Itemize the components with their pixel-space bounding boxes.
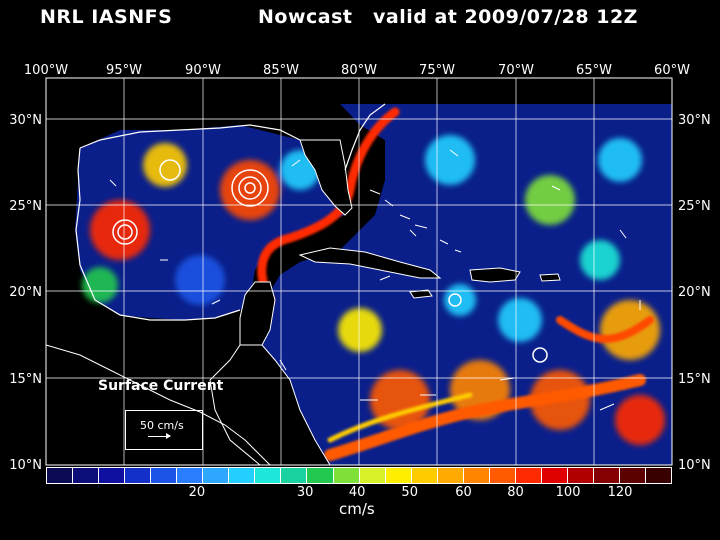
lat-label: 15°N — [678, 372, 711, 387]
current-vectors — [109, 149, 641, 411]
colorbar-cell — [151, 468, 178, 483]
lon-label: 95°W — [106, 63, 142, 78]
colorbar-cell — [515, 468, 542, 483]
map-title: NRL IASNFS Nowcast valid at 2009/07/28 1… — [0, 6, 720, 36]
colorbar-cell — [203, 468, 230, 483]
lon-label: 65°W — [576, 63, 612, 78]
colorbar-cell — [463, 468, 490, 483]
lat-label: 15°N — [9, 372, 42, 387]
lat-label: 25°N — [9, 199, 42, 214]
lat-label: 25°N — [678, 199, 711, 214]
colorbar-cell — [593, 468, 621, 483]
florida — [299, 139, 353, 216]
lat-label: 20°N — [9, 285, 42, 300]
mexico-coast — [75, 147, 241, 321]
map-frame — [45, 77, 673, 466]
colorbar-cell — [73, 468, 100, 483]
colorbar-cell — [99, 468, 126, 483]
colorbar-cell — [255, 468, 282, 483]
lat-label: 30°N — [9, 113, 42, 128]
colorbar-tick-label: 120 — [607, 485, 633, 500]
colorbar — [46, 467, 672, 484]
colorbar-cell — [385, 468, 412, 483]
colorbar-unit: cm/s — [339, 500, 375, 518]
lon-label: 100°W — [24, 63, 68, 78]
lon-label: 60°W — [654, 63, 690, 78]
colorbar-tick-label: 100 — [555, 485, 581, 500]
eddy-rings — [112, 159, 548, 363]
colorbar-cell — [646, 468, 672, 483]
colorbar-tick-label: 80 — [507, 485, 524, 500]
lat-lon-grid — [46, 78, 672, 465]
lat-label: 30°N — [678, 113, 711, 128]
latitude-labels-right: 30°N 25°N 20°N 15°N 10°N — [678, 113, 711, 473]
lon-label: 85°W — [263, 63, 299, 78]
colorbar-cell — [177, 468, 204, 483]
lon-label: 80°W — [341, 63, 377, 78]
colorbar-labels: 20 30 40 50 60 80 100 120 — [46, 485, 672, 503]
colorbar-cell — [333, 468, 360, 483]
reference-arrow-icon — [148, 433, 171, 439]
colorbar-cell — [620, 468, 647, 483]
lat-label: 10°N — [9, 458, 42, 473]
colorbar-cell — [359, 468, 386, 483]
us-east-coast — [344, 103, 386, 171]
colorbar-tick-label: 20 — [188, 485, 206, 500]
colorbar-cell — [411, 468, 438, 483]
colorbar-tick-label: 30 — [296, 485, 314, 500]
central-america — [209, 344, 331, 465]
bahamas — [369, 189, 462, 253]
hispaniola — [469, 267, 521, 283]
lon-label: 75°W — [419, 63, 455, 78]
colorbar-cell — [229, 468, 256, 483]
gulf-north-coast — [79, 124, 301, 149]
colorbar-cell — [281, 468, 308, 483]
surface-current-label: Surface Current — [98, 378, 224, 394]
lon-label: 90°W — [185, 63, 221, 78]
colorbar-tick-label: 40 — [348, 485, 366, 500]
model-name: NRL IASNFS — [40, 6, 173, 28]
puerto-rico — [539, 273, 561, 282]
cuba — [298, 247, 442, 279]
forecast-type: Nowcast — [258, 6, 353, 28]
reference-vector-label: 50 cm/s — [140, 419, 184, 432]
colorbar-cell — [567, 468, 594, 483]
colorbar-cell — [307, 468, 334, 483]
pacific-coast — [46, 344, 271, 465]
lat-label: 10°N — [678, 458, 711, 473]
colorbar-cell — [541, 468, 568, 483]
lat-label: 20°N — [678, 285, 711, 300]
longitude-labels: 100°W 95°W 90°W 85°W 80°W 75°W 70°W 65°W… — [24, 63, 690, 78]
colorbar-cell — [47, 468, 74, 483]
reference-vector-box: 50 cm/s — [125, 410, 203, 450]
colorbar-cell — [437, 468, 464, 483]
lon-label: 70°W — [498, 63, 534, 78]
colorbar-cell — [125, 468, 152, 483]
latitude-labels-left: 30°N 25°N 20°N 15°N 10°N — [9, 113, 42, 473]
colorbar-tick-label: 50 — [401, 485, 418, 500]
colorbar-tick-label: 60 — [455, 485, 472, 500]
colorbar-cell — [489, 468, 516, 483]
valid-time: valid at 2009/07/28 12Z — [373, 6, 638, 28]
